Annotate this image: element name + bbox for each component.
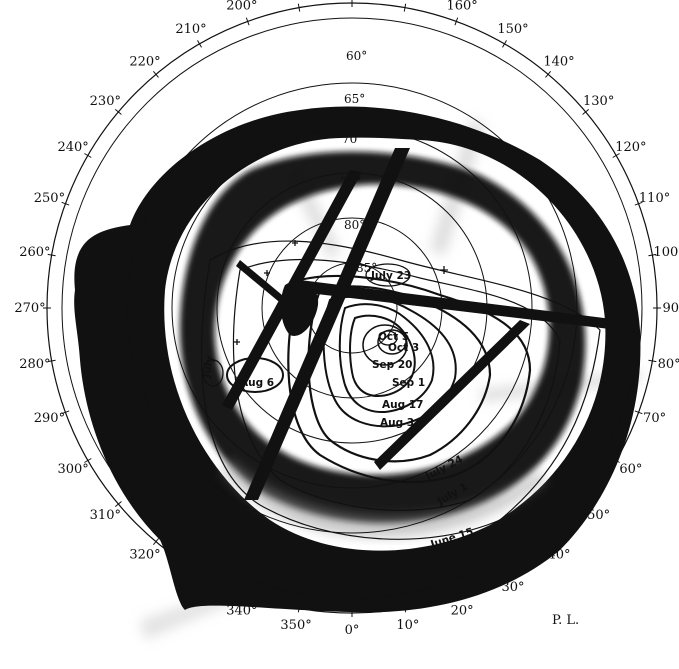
longitude-label: 120° xyxy=(615,140,646,155)
lat-label-85: 85° xyxy=(356,261,377,275)
longitude-label: 240° xyxy=(57,140,88,155)
longitude-tick xyxy=(403,604,407,613)
contour-june-3 xyxy=(200,240,601,540)
label-oct-3: Oct 3 xyxy=(388,342,419,354)
longitude-tick xyxy=(114,108,122,115)
contour-sep-1 xyxy=(349,314,416,398)
longitude-tick xyxy=(582,108,590,115)
longitude-tick xyxy=(61,201,70,206)
contour-oct-3 xyxy=(377,329,407,355)
contour-sep-20 xyxy=(362,324,408,366)
rift-bands xyxy=(222,148,620,500)
longitude-tick xyxy=(648,359,657,363)
longitude-label: 160° xyxy=(446,0,477,13)
longitude-label: 210° xyxy=(175,22,206,37)
longitude-label: 40° xyxy=(547,548,570,563)
longitude-ring xyxy=(43,0,661,617)
lat-label-70: 70° xyxy=(342,132,363,146)
longitude-tick xyxy=(612,458,620,463)
longitude-tick xyxy=(61,410,70,415)
longitude-label: 30° xyxy=(501,580,524,595)
longitude-label: 300° xyxy=(57,462,88,477)
contour-oct-5 xyxy=(378,330,398,346)
longitude-tick xyxy=(634,201,643,206)
longitude-tick xyxy=(403,3,407,12)
lat-label-65: 65° xyxy=(344,92,365,106)
longitude-tick xyxy=(502,568,507,576)
longitude-label: 200° xyxy=(226,0,257,13)
longitude-tick xyxy=(197,40,202,48)
label-sep-20: Sep 20 xyxy=(372,359,412,371)
label-oct-5: Oct 5 xyxy=(378,331,409,343)
longitude-label: 80° xyxy=(658,357,679,372)
longitude-tick xyxy=(545,538,552,546)
longitude-label: 220° xyxy=(129,54,160,69)
longitude-tick xyxy=(582,501,590,508)
longitude-label: 230° xyxy=(90,94,121,109)
longitude-label: 70° xyxy=(643,411,666,426)
longitude-tick xyxy=(152,70,159,78)
longitude-tick xyxy=(152,538,159,546)
longitude-tick xyxy=(634,410,643,415)
longitude-label: 60° xyxy=(619,462,642,477)
contour-july-1 xyxy=(287,274,532,484)
longitude-label: 10° xyxy=(396,618,419,633)
longitude-tick xyxy=(114,501,122,508)
label-sep-1: Sep 1 xyxy=(392,377,425,389)
longitude-tick xyxy=(245,17,250,26)
longitude-label: 310° xyxy=(90,508,121,523)
dark-outer-band xyxy=(74,106,641,613)
longitude-tick xyxy=(297,604,301,613)
longitude-label: 350° xyxy=(280,618,311,633)
longitude-label: 90° xyxy=(662,301,679,316)
longitude-tick xyxy=(197,568,202,576)
longitude-label: 340° xyxy=(226,604,257,619)
longitude-label: 270° xyxy=(14,301,45,316)
longitude-label: 260° xyxy=(19,245,50,260)
longitude-tick xyxy=(545,70,552,78)
lat-label-75: 75° xyxy=(340,175,361,189)
longitude-tick xyxy=(502,40,507,48)
longitude-label: 150° xyxy=(497,22,528,37)
longitude-tick xyxy=(648,253,657,257)
contour-aug-17 xyxy=(338,303,435,414)
longitude-label: 280° xyxy=(19,357,50,372)
longitude-labels: 0° 10° 20° 30° 40° 50° 60° 70° 80° 90° 100° 110° 120… xyxy=(14,0,679,638)
longitude-tick xyxy=(612,153,620,158)
lat-label-60: 60° xyxy=(346,49,367,63)
longitude-tick xyxy=(47,253,56,257)
label-aug-17: Aug 17 xyxy=(382,399,423,411)
longitude-tick xyxy=(84,458,92,463)
credit-label: P. L. xyxy=(552,613,579,628)
longitude-label: 110° xyxy=(639,191,670,206)
contour-july-small xyxy=(202,359,224,387)
label-july-small: July xyxy=(200,355,216,380)
lat-label-80: 80° xyxy=(344,218,365,232)
longitude-label: 290° xyxy=(34,411,65,426)
contour-july-23 xyxy=(365,263,411,287)
longitude-label: 130° xyxy=(583,94,614,109)
longitude-label: 330° xyxy=(175,580,206,595)
longitude-label: 0° xyxy=(345,623,360,638)
longitude-tick xyxy=(454,17,459,26)
longitude-label: 320° xyxy=(129,548,160,563)
longitude-tick xyxy=(454,590,459,599)
cross-markers xyxy=(234,240,448,373)
label-july-23: July 23 xyxy=(370,270,411,282)
longitude-label: 140° xyxy=(543,54,574,69)
longitude-label: 100° xyxy=(653,245,679,260)
label-aug-3: Aug 3 xyxy=(380,417,414,429)
label-aug-6: Aug 6 xyxy=(240,377,274,389)
longitude-tick xyxy=(297,3,301,12)
longitude-tick xyxy=(84,153,92,158)
contour-june-15 xyxy=(232,258,561,511)
latitude-labels: 60° 65° 70° 75° 80° 85° xyxy=(340,49,377,275)
longitude-label: 250° xyxy=(34,191,65,206)
longitude-label: 20° xyxy=(451,604,474,619)
longitude-tick xyxy=(47,359,56,363)
longitude-label: 50° xyxy=(587,508,610,523)
longitude-tick xyxy=(245,590,250,599)
haze-lower xyxy=(222,460,545,538)
